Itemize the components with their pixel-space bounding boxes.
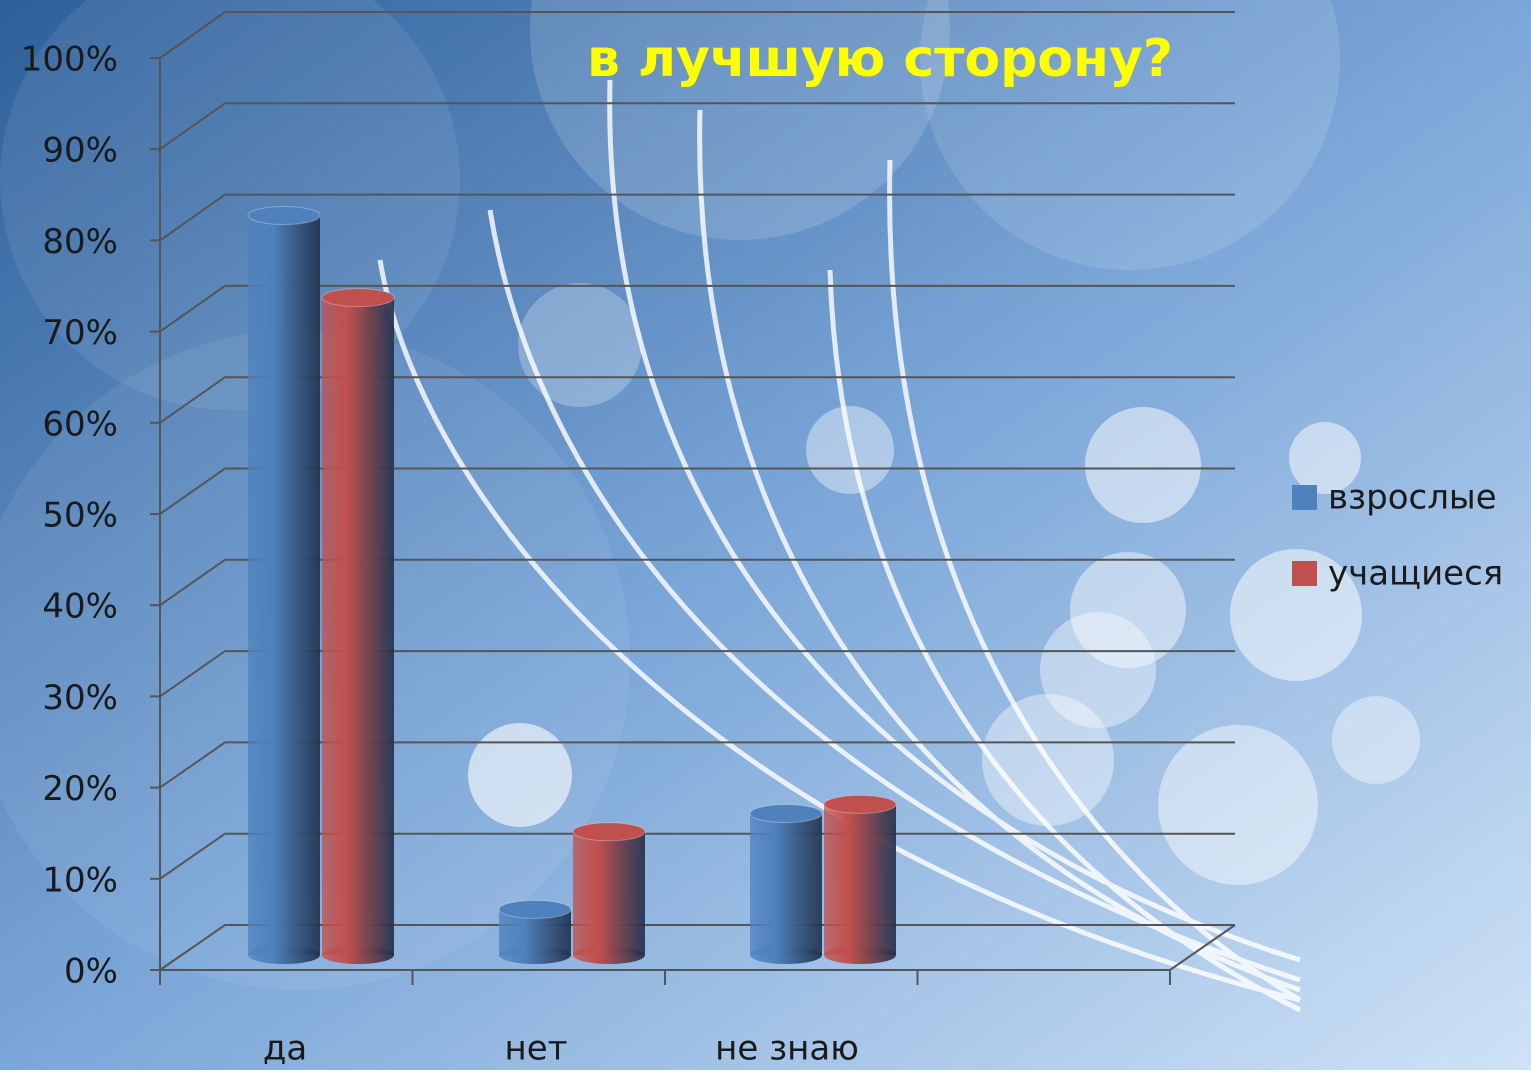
bar xyxy=(322,289,394,964)
bubble xyxy=(1332,696,1420,784)
bar-body xyxy=(750,813,822,955)
y-tick-label: 10% xyxy=(42,860,118,900)
y-tick-label: 60% xyxy=(42,404,118,444)
bubble xyxy=(1085,407,1201,523)
bubble xyxy=(468,723,572,827)
y-tick-label: 90% xyxy=(42,131,118,171)
legend-label: учащиеся xyxy=(1328,554,1503,594)
bar-top xyxy=(499,900,571,918)
bar-top xyxy=(322,289,394,307)
chart: в лучшую сторону? 0% 10% 20% 30% 40% 50% 60% 70… xyxy=(0,0,1531,1070)
bar-body xyxy=(248,215,320,955)
bar-top xyxy=(824,795,896,813)
chart-title: в лучшую сторону? xyxy=(587,29,1173,89)
x-tick-label: нет xyxy=(505,1029,568,1069)
bar xyxy=(248,206,320,964)
x-tick-label: да xyxy=(263,1029,307,1069)
y-tick-label: 100% xyxy=(21,40,118,80)
bar-body xyxy=(322,298,394,955)
y-tick-label: 40% xyxy=(42,587,118,627)
bar-top xyxy=(750,804,822,822)
y-tick-label: 0% xyxy=(64,952,118,992)
y-tick-label: 50% xyxy=(42,496,118,536)
bar-top xyxy=(573,823,645,841)
bar-body xyxy=(824,804,896,955)
legend-label: взрослые xyxy=(1328,478,1497,518)
y-tick-label: 30% xyxy=(42,678,118,718)
y-tick-label: 20% xyxy=(42,769,118,809)
y-tick-label: 70% xyxy=(42,313,118,353)
bubble xyxy=(1158,725,1318,885)
bubble xyxy=(518,283,642,407)
bar xyxy=(824,795,896,964)
x-tick-label: не знаю xyxy=(715,1029,859,1069)
bar xyxy=(499,900,571,964)
bar xyxy=(750,804,822,964)
legend-swatch xyxy=(1292,485,1317,510)
bar-body xyxy=(573,832,645,955)
bar xyxy=(573,823,645,964)
y-tick-label: 80% xyxy=(42,222,118,262)
bar-top xyxy=(248,206,320,224)
legend-swatch xyxy=(1292,561,1317,586)
